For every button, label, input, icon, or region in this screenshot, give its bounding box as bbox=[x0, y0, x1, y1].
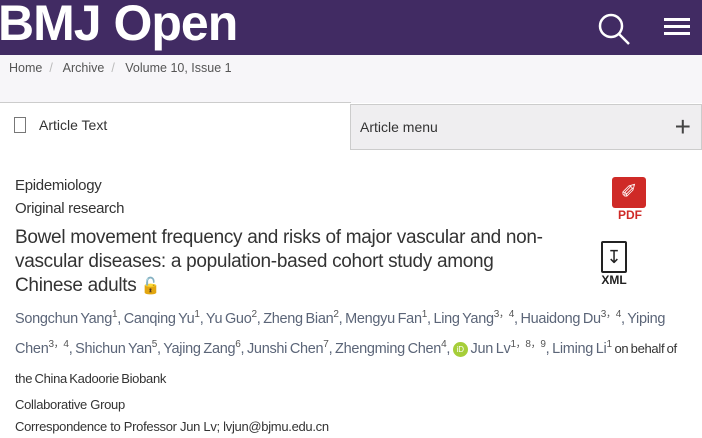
breadcrumb-archive[interactable]: Archive bbox=[62, 61, 105, 75]
author-link[interactable]: Huaidong Du bbox=[520, 311, 601, 327]
pdf-icon: ✐ bbox=[612, 177, 646, 208]
author-link[interactable]: Shichun Yan bbox=[75, 341, 152, 357]
tab-label: Article Text bbox=[39, 117, 108, 133]
tab-article-text[interactable]: Article Text bbox=[0, 102, 351, 150]
breadcrumb-home[interactable]: Home bbox=[9, 61, 43, 75]
site-header: BMJ Open bbox=[0, 0, 702, 55]
orcid-icon[interactable]: iD bbox=[452, 341, 468, 357]
author-link[interactable]: Ling Yang bbox=[433, 311, 494, 327]
affiliation-ref[interactable]: 4 bbox=[441, 339, 447, 351]
author-link[interactable]: Songchun Yang bbox=[15, 311, 112, 327]
article-header: Epidemiology Original research Bowel mov… bbox=[15, 174, 695, 438]
correspondence: Correspondence to Professor Jun Lv; lvju… bbox=[15, 419, 329, 434]
affiliation-ref[interactable]: 1 bbox=[606, 339, 612, 351]
affiliation-ref[interactable]: 1 bbox=[421, 309, 428, 321]
tab-label: Article menu bbox=[360, 119, 438, 135]
search-icon[interactable] bbox=[597, 12, 631, 46]
affiliation-ref[interactable]: 1 bbox=[111, 309, 118, 321]
journal-logo[interactable]: BMJ Open bbox=[0, 0, 238, 51]
author-link[interactable]: Canqing Yu bbox=[123, 311, 195, 327]
affiliation-ref[interactable]: 2 bbox=[333, 309, 339, 321]
author-link[interactable]: Yajing Zang bbox=[163, 341, 236, 357]
author-link[interactable]: Yu Guo bbox=[205, 311, 252, 327]
author-link[interactable]: Zheng Bian bbox=[263, 311, 334, 327]
breadcrumb: Home / Archive / Volume 10, Issue 1 bbox=[0, 55, 702, 103]
document-icon bbox=[14, 117, 26, 133]
affiliation-ref[interactable]: 1，8，9 bbox=[510, 339, 546, 351]
on-behalf-text: on behalf of the China Kadoorie Biobank bbox=[15, 341, 677, 386]
breadcrumb-issue[interactable]: Volume 10, Issue 1 bbox=[125, 61, 232, 75]
affiliation-ref[interactable]: 1 bbox=[194, 309, 200, 321]
article-type: Original research bbox=[15, 200, 125, 217]
affiliation-ref[interactable]: 2 bbox=[251, 309, 257, 321]
author-link[interactable]: Yiping Chen bbox=[15, 311, 666, 357]
author-link[interactable]: Jun Lv bbox=[470, 341, 511, 357]
affiliation-ref[interactable]: 3，4 bbox=[48, 339, 69, 351]
affiliation-ref[interactable]: 6 bbox=[235, 339, 241, 351]
xml-download-button[interactable]: ↧ XML bbox=[597, 241, 631, 287]
open-access-icon: 🔓 bbox=[140, 278, 161, 295]
affiliation-ref[interactable]: 3，4 bbox=[600, 309, 622, 321]
author-link[interactable]: Mengyu Fan bbox=[345, 311, 422, 327]
article-category[interactable]: Epidemiology bbox=[15, 177, 102, 194]
collaborative-group: Collaborative Group bbox=[15, 397, 125, 412]
affiliation-ref[interactable]: 7 bbox=[323, 339, 329, 351]
hamburger-menu-icon[interactable] bbox=[664, 18, 690, 36]
plus-icon[interactable]: + bbox=[674, 111, 691, 142]
affiliation-ref[interactable]: 5 bbox=[151, 339, 158, 351]
affiliation-ref[interactable]: 3，4 bbox=[493, 309, 515, 321]
pdf-label: PDF bbox=[618, 208, 642, 222]
author-link[interactable]: Liming Li bbox=[552, 341, 607, 357]
tab-article-menu[interactable]: Article menu + bbox=[350, 104, 702, 150]
author-link[interactable]: Junshi Chen bbox=[246, 341, 324, 357]
pdf-download-button[interactable]: ✐ PDF bbox=[612, 177, 648, 222]
author-list: Songchun Yang1, Canqing Yu1, Yu Guo2, Zh… bbox=[15, 309, 677, 386]
xml-file-icon: ↧ bbox=[601, 241, 627, 273]
author-link[interactable]: Zhengming Chen bbox=[335, 341, 442, 357]
article-title: Bowel movement frequency and risks of ma… bbox=[15, 227, 543, 296]
xml-label: XML bbox=[601, 273, 627, 287]
